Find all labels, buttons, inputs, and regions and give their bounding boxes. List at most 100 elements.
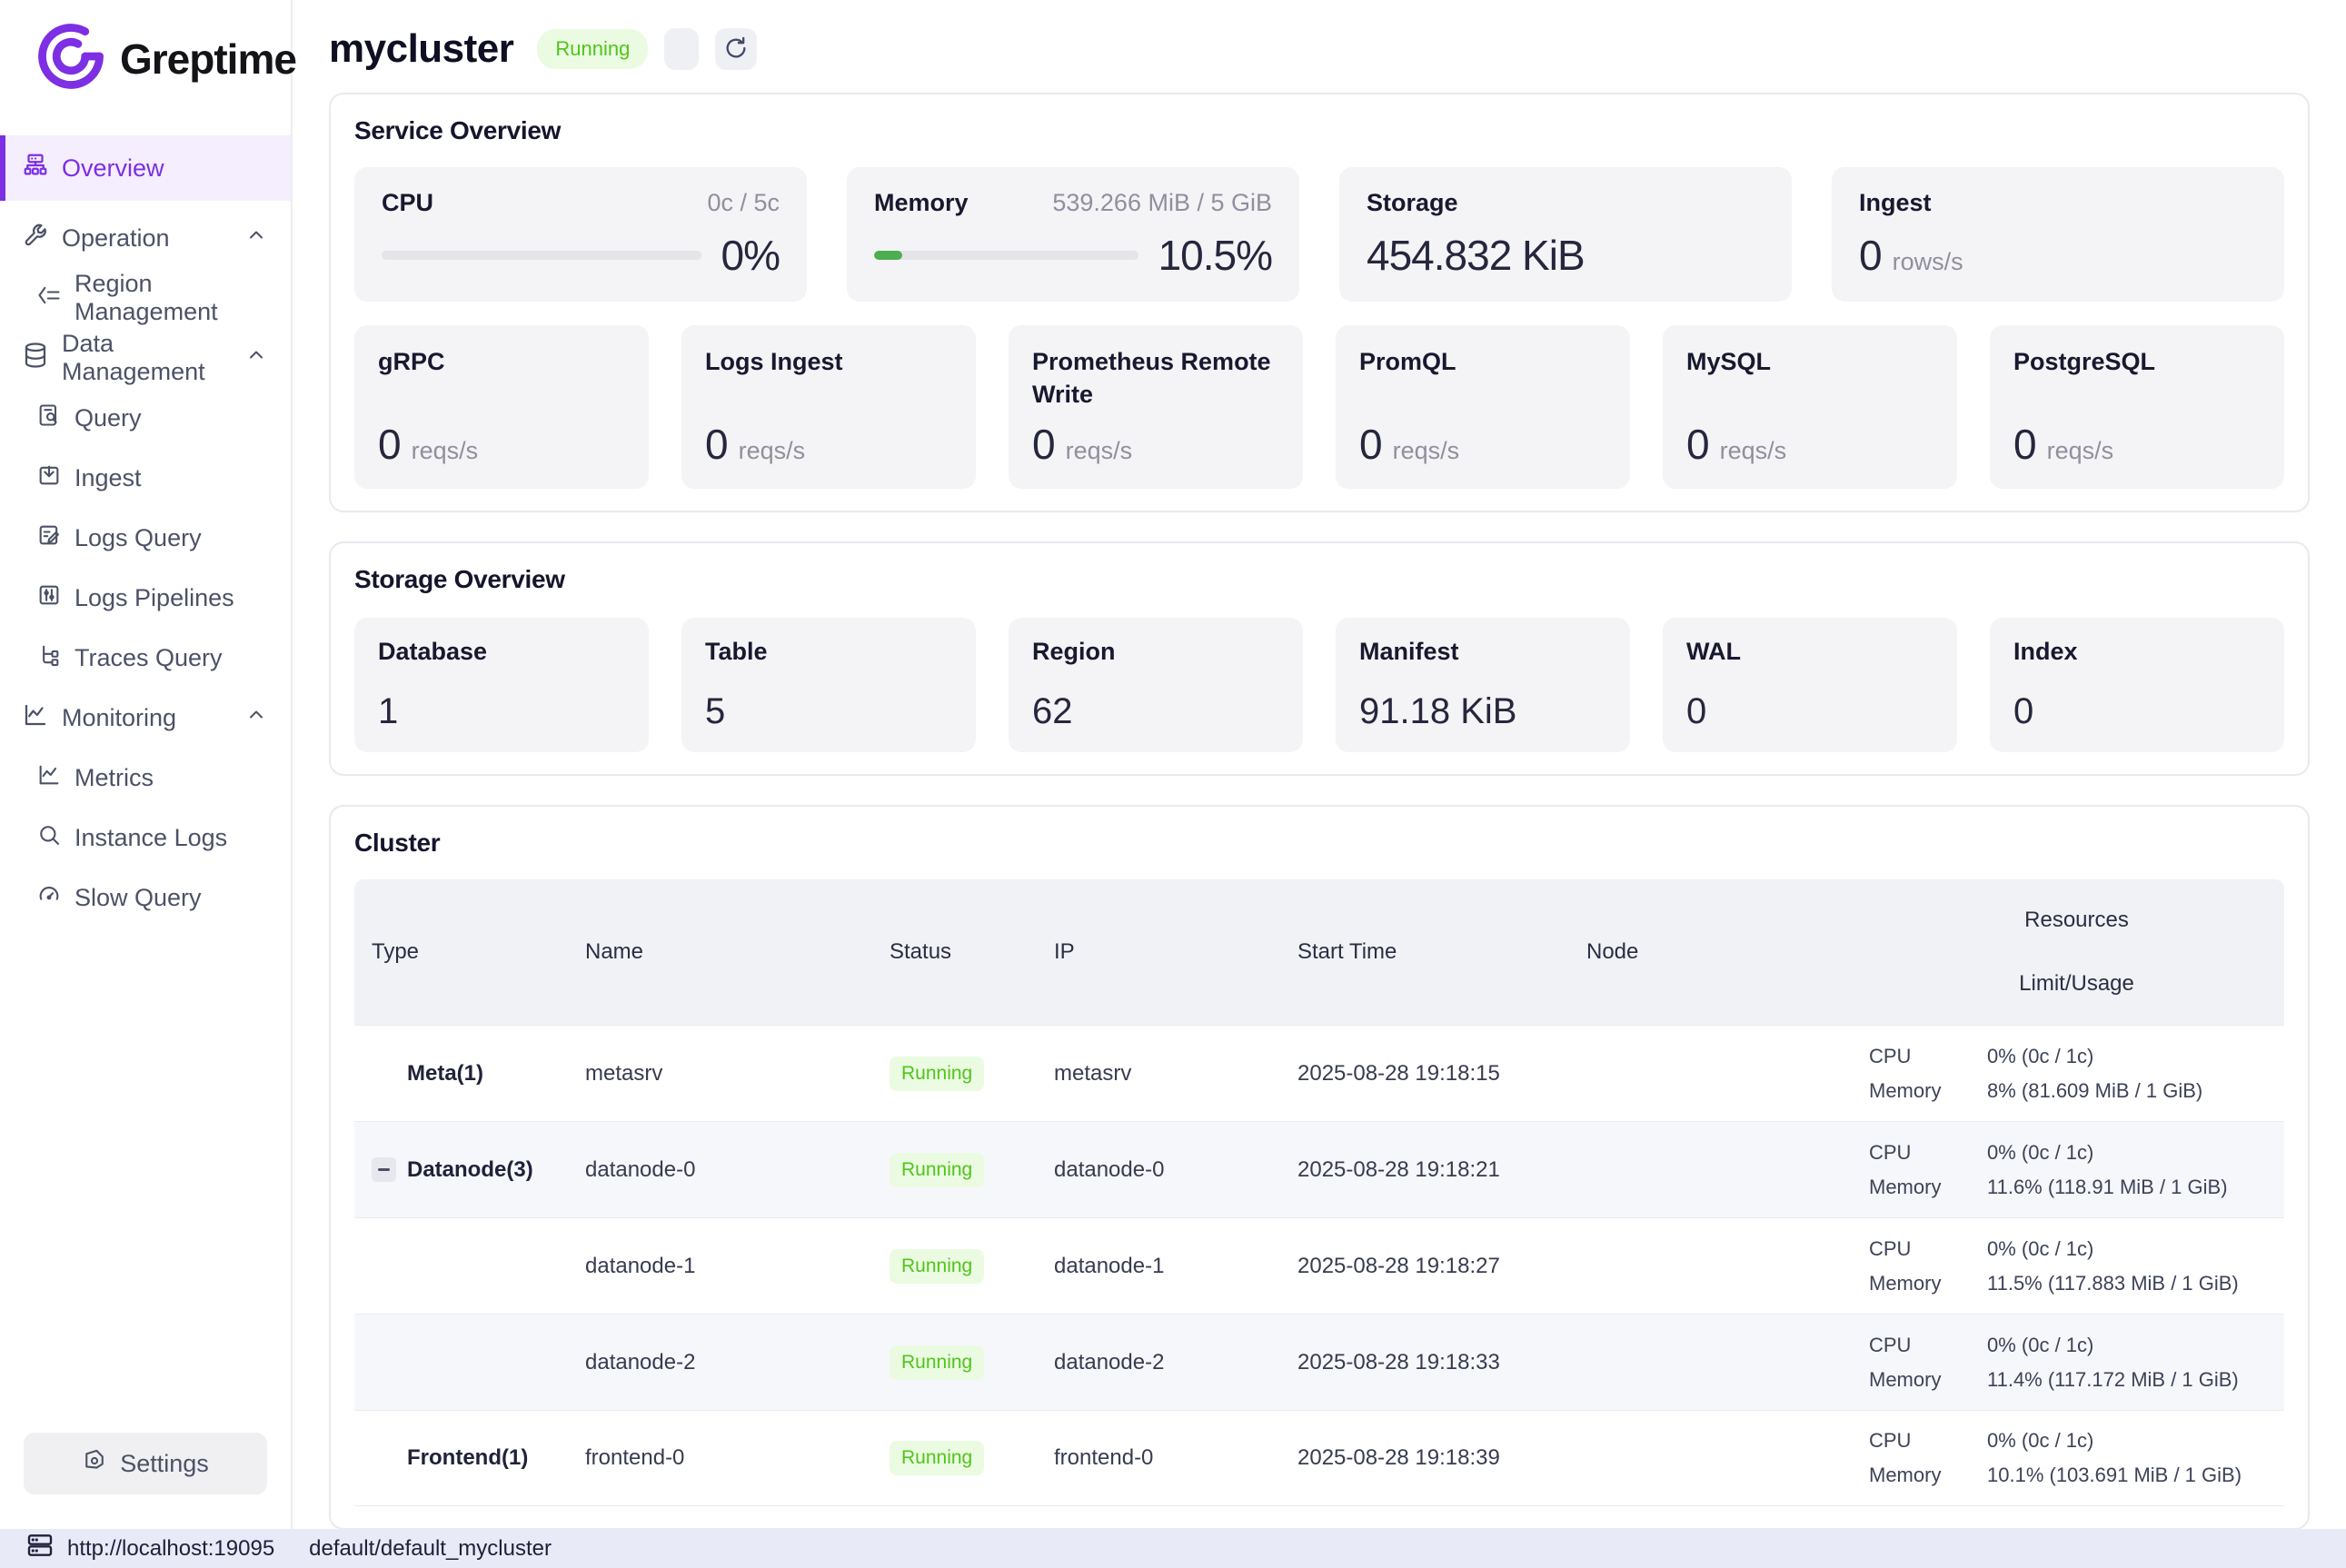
memory-label: Memory [1869, 1175, 1942, 1198]
sidebar-item-logs-pipelines[interactable]: Logs Pipelines [0, 568, 291, 628]
document-edit-icon [36, 522, 62, 554]
rate-value: 0 [705, 421, 729, 468]
table-row[interactable]: datanode-2 Running datanode-2 2025-08-28… [354, 1314, 2284, 1410]
memory-usage: 11.4% (117.172 MiB / 1 GiB) [1987, 1367, 2239, 1391]
sidebar-item-label: Instance Logs [75, 823, 228, 851]
chart-line-icon [36, 762, 62, 794]
node-resources: CPU 0% (0c / 1c) Memory 8% (81.609 MiB / 1… [1869, 1045, 2284, 1103]
sidebar-item-overview[interactable]: Overview [0, 135, 291, 201]
node-ip: frontend-0 [1054, 1445, 1154, 1470]
limit-usage-header: Limit/Usage [2019, 971, 2134, 996]
row-status-badge: Running [890, 1345, 985, 1380]
node-name: frontend-0 [585, 1445, 685, 1470]
sidebar-item-label: Metrics [75, 763, 154, 791]
node-ip: datanode-1 [1054, 1253, 1165, 1278]
storage-overview-section: Storage Overview Database 1 Table 5 Regi… [329, 541, 2310, 776]
sidebar-item-query[interactable]: Query [0, 388, 291, 448]
index-card: Index 0 [1990, 618, 2284, 752]
sidebar-item-instance-logs[interactable]: Instance Logs [0, 808, 291, 868]
merge-list-icon [36, 283, 62, 314]
sidebar-item-label: Slow Query [75, 883, 202, 911]
action-button[interactable] [664, 28, 700, 70]
chevron-up-icon[interactable] [245, 224, 267, 253]
service-metric-cards: CPU 0c / 5c 0% Memory 539.266 MiB / 5 Gi… [354, 167, 2284, 302]
sidebar-item-traces-query[interactable]: Traces Query [0, 628, 291, 688]
card-label: Logs Ingest [705, 348, 843, 375]
node-start-time: 2025-08-28 19:18:27 [1297, 1253, 1500, 1278]
node-type: Frontend(1) [407, 1445, 529, 1470]
sidebar-item-metrics[interactable]: Metrics [0, 748, 291, 808]
table-row[interactable]: Frontend(1) frontend-0 Running frontend-… [354, 1410, 2284, 1506]
node-resources: CPU 0% (0c / 1c) Memory 11.5% (117.883 MiB… [1869, 1237, 2284, 1295]
refresh-button[interactable] [715, 28, 758, 70]
chevron-up-icon[interactable] [245, 344, 267, 372]
card-label: Memory [874, 189, 969, 216]
memory-usage: 11.5% (117.883 MiB / 1 GiB) [1987, 1271, 2239, 1295]
refresh-icon [723, 35, 749, 64]
folder-arrow-icon [36, 462, 62, 494]
cpu-label: CPU [1869, 1236, 1912, 1260]
row-status-badge: Running [890, 1441, 985, 1475]
cpu-label: CPU [1869, 1333, 1912, 1356]
memory-usage: 10.1% (103.691 MiB / 1 GiB) [1987, 1464, 2242, 1486]
cpu-limit: 0c / 5c [707, 189, 780, 216]
cpu-label: CPU [1869, 1044, 1912, 1067]
table-row[interactable]: Meta(1) metasrv Running metasrv 2025-08-… [354, 1025, 2284, 1121]
col-type: Type [372, 939, 420, 964]
rate-value: 0 [2013, 421, 2037, 468]
sidebar-item-logs-query[interactable]: Logs Query [0, 508, 291, 568]
cpu-usage: 0% (0c / 1c) [1987, 1429, 2094, 1452]
settings-container: Settings [0, 1433, 291, 1529]
sidebar-item-monitoring[interactable]: Monitoring [0, 688, 291, 748]
table-row[interactable]: datanode-1 Running datanode-1 2025-08-28… [354, 1217, 2284, 1314]
node-ip: datanode-2 [1054, 1349, 1165, 1374]
row-status-badge: Running [890, 1152, 985, 1187]
main-content: mycluster Running Service Overview CPU 0… [293, 0, 2346, 1529]
settings-button[interactable]: Settings [24, 1433, 267, 1494]
memory-progress-fill [874, 251, 902, 260]
sidebar-item-label: Ingest [75, 463, 142, 491]
cpu-label: CPU [1869, 1140, 1912, 1164]
server-url[interactable]: http://localhost:19095 [67, 1535, 275, 1561]
table-header: Type Name Status IP Start Time Node Reso… [354, 879, 2284, 1025]
memory-progress-track [874, 251, 1138, 260]
sidebar-item-label: Traces Query [75, 643, 223, 671]
database-icon [22, 342, 49, 375]
section-title: Storage Overview [354, 565, 565, 593]
node-start-time: 2025-08-28 19:18:15 [1297, 1060, 1500, 1086]
gear-icon [82, 1448, 107, 1480]
memory-percent: 10.5% [1158, 232, 1273, 279]
greptime-logo-icon [33, 18, 109, 99]
sidebar-item-label: Logs Pipelines [75, 583, 234, 611]
sidebar-item-label: Region Management [75, 270, 218, 325]
current-database[interactable]: default/default_mycluster [309, 1535, 552, 1561]
node-type: Datanode(3) [407, 1156, 533, 1182]
sidebar-item-data-management[interactable]: Data Management [0, 328, 291, 388]
card-label: Prometheus Remote Write [1032, 348, 1271, 409]
status-bar: http://localhost:19095 default/default_m… [0, 1529, 2346, 1568]
section-title: Cluster [354, 829, 441, 857]
sidebar-item-region-management[interactable]: Region Management [0, 268, 291, 328]
card-label: Region [1032, 638, 1116, 665]
section-title: Service Overview [354, 116, 562, 144]
service-rate-cards: gRPC 0 reqs/s Logs Ingest 0 reqs/s Prome… [354, 325, 2284, 489]
table-row[interactable]: Datanode(3) datanode-0 Running datanode-… [354, 1121, 2284, 1217]
rate-value: 0 [1686, 421, 1710, 468]
sidebar-item-label: Operation [62, 223, 170, 252]
sidebar-item-operation[interactable]: Operation [0, 208, 291, 268]
rate-unit: reqs/s [2046, 437, 2114, 464]
sidebar-item-slow-query[interactable]: Slow Query [0, 868, 291, 928]
rate-unit: reqs/s [411, 437, 479, 464]
ingest-unit: rows/s [1892, 248, 1963, 275]
collapse-toggle[interactable] [372, 1157, 396, 1182]
brand-logo[interactable]: Greptime [0, 0, 297, 99]
prometheus-remote-write-card: Prometheus Remote Write 0 reqs/s [1009, 325, 1303, 489]
chevron-up-icon[interactable] [245, 704, 267, 732]
node-name: metasrv [585, 1060, 663, 1086]
card-label: MySQL [1686, 348, 1772, 375]
ingest-card: Ingest 0 rows/s [1832, 167, 2284, 302]
table-card: Table 5 [681, 618, 976, 752]
card-label: Ingest [1859, 189, 1932, 216]
memory-label: Memory [1869, 1464, 1942, 1486]
sidebar-item-ingest[interactable]: Ingest [0, 448, 291, 508]
